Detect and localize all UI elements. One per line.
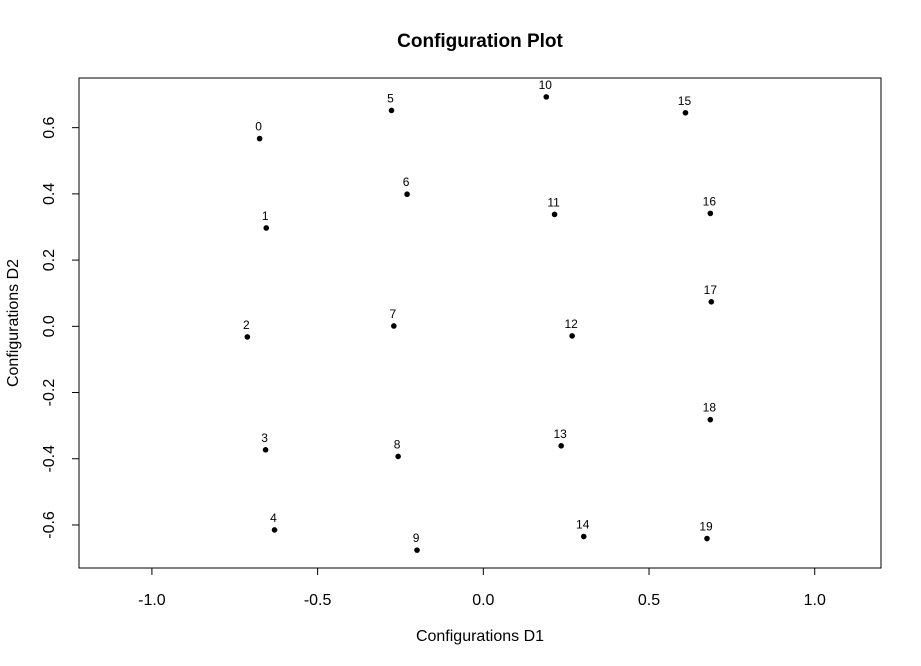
data-point	[704, 535, 710, 542]
data-point	[262, 447, 269, 453]
data-point-label: 9	[413, 531, 420, 545]
data-point-label: 1	[262, 209, 269, 223]
data-point	[558, 443, 564, 449]
data-point-label: 3	[261, 431, 268, 445]
data-point-label: 16	[703, 194, 717, 208]
data-point	[395, 453, 401, 460]
x-tick-label: -0.5	[304, 592, 332, 609]
data-point-label: 6	[403, 175, 410, 189]
data-point-label: 2	[243, 318, 250, 332]
data-point	[263, 225, 270, 231]
data-point	[391, 323, 397, 329]
plot-frame	[78, 77, 882, 569]
data-point	[388, 107, 395, 114]
chart-title: Configuration Plot	[397, 31, 563, 52]
data-point-label: 0	[255, 120, 262, 134]
data-point	[682, 109, 689, 116]
data-point	[244, 334, 251, 340]
data-point-label: 10	[539, 78, 553, 92]
data-point-label: 14	[576, 518, 590, 532]
data-point	[256, 135, 263, 142]
y-axis-title: Configurations D2	[5, 259, 22, 387]
data-point-label: 4	[270, 511, 277, 525]
data-point-label: 18	[703, 401, 717, 415]
data-point	[707, 416, 714, 423]
data-point-label: 19	[699, 520, 713, 534]
data-point-label: 7	[389, 307, 396, 321]
data-point-label: 12	[564, 317, 578, 331]
y-tick-label: 0.2	[41, 249, 58, 271]
x-tick-label: -1.0	[138, 592, 166, 609]
data-point	[414, 547, 420, 553]
data-point-label: 8	[394, 437, 401, 451]
data-point	[708, 299, 715, 305]
y-tick-label: -0.2	[41, 379, 58, 407]
x-tick-label: 0.5	[638, 592, 660, 609]
y-tick-label: -0.4	[41, 445, 58, 473]
data-point	[569, 333, 575, 339]
y-tick-label: -0.6	[41, 511, 58, 539]
x-axis: -1.0 -0.5 0.0 0.5 1.0	[138, 567, 826, 609]
data-point-label: 5	[387, 91, 394, 105]
x-axis-title: Configurations D1	[416, 628, 544, 645]
data-point	[551, 211, 558, 218]
y-axis: -0.6 -0.4 -0.2 0.0 0.2 0.4 0.6	[41, 116, 80, 539]
y-tick-label: 0.4	[41, 183, 58, 205]
data-point-label: 11	[547, 195, 560, 209]
y-tick-label: 0.0	[41, 315, 58, 337]
data-point	[404, 191, 410, 198]
x-tick-label: 0.0	[472, 592, 494, 609]
data-point-label: 15	[678, 94, 692, 108]
data-point	[543, 94, 550, 100]
y-tick-label: 0.6	[41, 116, 58, 138]
x-tick-label: 1.0	[804, 592, 826, 609]
data-point	[580, 533, 587, 540]
data-point-label: 17	[704, 283, 718, 297]
data-point	[271, 527, 278, 533]
data-point	[707, 210, 714, 217]
data-point-label: 13	[554, 427, 568, 441]
